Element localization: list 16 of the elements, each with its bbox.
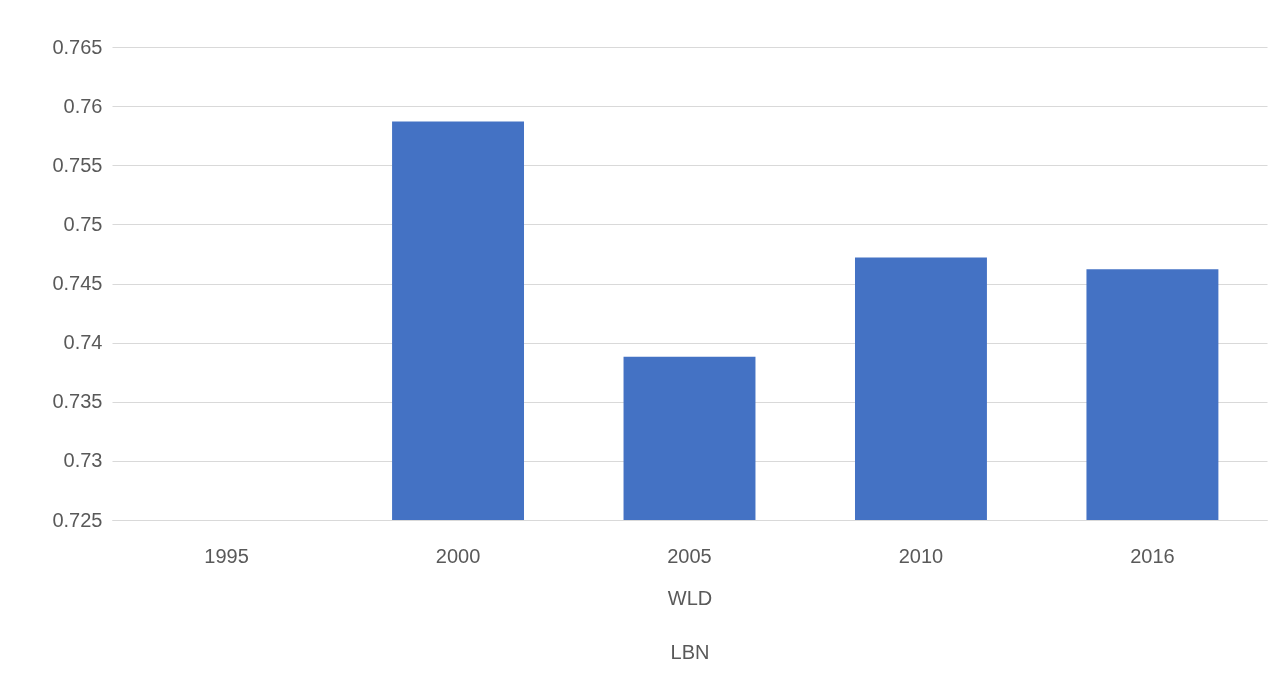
x-tick-label: 2005 [667, 544, 712, 567]
x-tick-label: 2010 [898, 544, 944, 567]
x-tick-label: 2016 [1130, 544, 1175, 567]
x-tick-label: 2000 [435, 544, 481, 567]
y-tick-label: 0.765 [52, 35, 103, 58]
y-tick-label: 0.75 [63, 212, 103, 235]
text: LBN [670, 640, 710, 663]
y-tick-label: 0.76 [63, 94, 103, 117]
y-tick-label: 0.74 [63, 331, 103, 354]
y-tick-label: 0.745 [52, 272, 103, 294]
y-tick-label: 0.755 [52, 153, 103, 176]
x-axis-title: WLD [667, 586, 713, 609]
y-tick-label: 0.735 [52, 390, 103, 413]
y-tick-label: 0.725 [52, 508, 103, 531]
x-tick-label: 1995 [204, 544, 249, 567]
y-tick-label: 0.73 [63, 449, 103, 472]
